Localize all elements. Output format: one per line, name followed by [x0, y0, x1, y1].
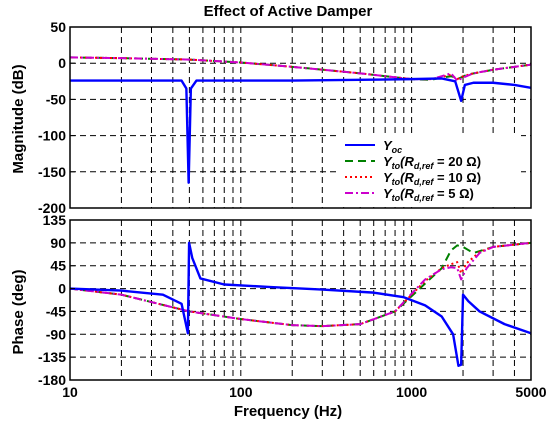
y-tick-label: -45 — [46, 303, 66, 319]
y-tick-label: -180 — [38, 372, 66, 388]
x-tick-label: 100 — [229, 384, 253, 400]
series-line-y-oc — [70, 241, 531, 367]
y-tick-label: 135 — [43, 212, 67, 228]
x-tick-label: 5000 — [515, 384, 546, 400]
y-tick-label: -135 — [38, 349, 66, 365]
phase-series-group — [70, 241, 531, 367]
y-tick-label: -200 — [38, 200, 66, 216]
legend-label: Yto(Rd,ref = 10 Ω) — [383, 170, 481, 187]
y-tick-label: -150 — [38, 164, 66, 180]
phase-axis-label: Phase (deg) — [10, 269, 27, 354]
y-tick-label: -100 — [38, 128, 66, 144]
chart-title: Effect of Active Damper — [204, 3, 373, 20]
magnitude-frame — [69, 26, 532, 209]
legend-label: Yto(Rd,ref = 20 Ω) — [383, 154, 481, 171]
frequency-axis-label: Frequency (Hz) — [234, 403, 342, 420]
y-tick-label: -90 — [46, 326, 66, 342]
series-line-y-oc — [70, 77, 531, 184]
phase-frame — [69, 219, 532, 381]
legend-label: Yoc — [383, 138, 402, 155]
magnitude-axis-label: Magnitude (dB) — [10, 64, 27, 173]
x-tick-label: 1000 — [396, 384, 427, 400]
y-tick-label: 0 — [58, 281, 66, 297]
legend-label: Yto(Rd,ref = 5 Ω) — [383, 186, 474, 203]
magnitude-series-group — [70, 56, 531, 184]
x-tick-label: 10 — [62, 384, 78, 400]
y-tick-label: 0 — [58, 55, 66, 71]
series-line-y-to-3 — [70, 56, 531, 82]
y-tick-label: 45 — [50, 258, 66, 274]
y-tick-label: 90 — [50, 235, 66, 251]
y-tick-label: 50 — [50, 19, 66, 35]
y-tick-label: -50 — [46, 91, 66, 107]
series-line-y-to-3 — [70, 241, 531, 328]
